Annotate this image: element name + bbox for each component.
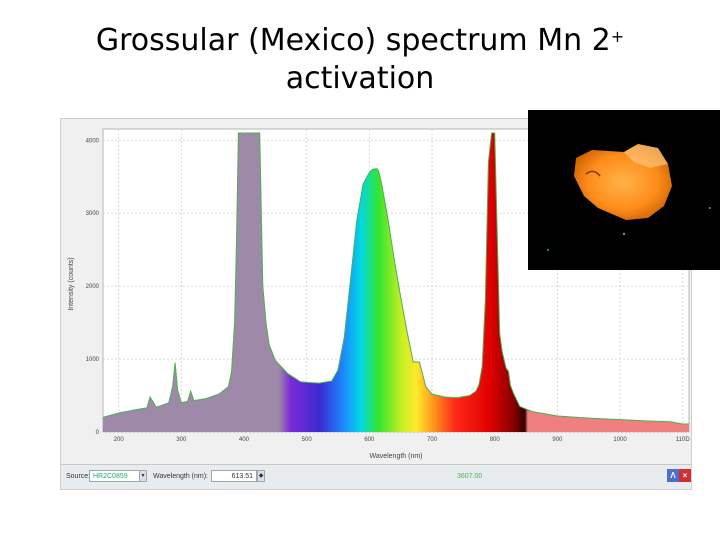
title-superscript: + <box>610 27 625 46</box>
wavelength-input[interactable]: 613.51 <box>211 470 257 482</box>
wavelength-stepper[interactable]: ◆ <box>257 470 265 482</box>
wavelength-label: Wavelength (nm): <box>153 473 208 480</box>
spectrum-line <box>102 132 689 425</box>
spectrum-series <box>102 132 689 432</box>
x-tick-label: 1000 <box>613 437 627 443</box>
x-tick-label: 300 <box>176 437 187 443</box>
x-tick-label: 800 <box>490 437 501 443</box>
y-axis: 0 1000 2000 3000 4000 <box>86 138 100 436</box>
y-tick-label: 2000 <box>86 284 100 290</box>
y-tick-label: 0 <box>96 430 100 436</box>
orange-fluorescent-crystal-image <box>547 144 711 251</box>
x-tick-label: 110D <box>676 437 691 443</box>
y-tick-label: 1000 <box>86 357 100 363</box>
source-label: Source: <box>66 473 91 480</box>
y-tick-label: 3000 <box>86 211 100 217</box>
slide-title: Grossular (Mexico) spectrum Mn 2+ activa… <box>0 22 720 98</box>
slide-title-line-1: Grossular (Mexico) spectrum Mn 2+ <box>95 23 625 58</box>
x-tick-label: 400 <box>239 437 250 443</box>
y-axis-label: Intensity (counts) <box>68 257 75 310</box>
chevron-down-icon[interactable]: ▾ <box>139 470 147 482</box>
spectrum-area <box>103 133 689 432</box>
x-tick-label: 200 <box>114 437 125 443</box>
intensity-readout: 3607.00 <box>457 473 483 480</box>
x-axis-label: Wavelength (nm) <box>369 453 422 460</box>
status-bar: Source: HR2C0859 ▾ Wavelength (nm): 613.… <box>61 464 691 489</box>
mineral-fluorescence-photo <box>528 110 720 270</box>
x-axis: 200 300 400 500 600 700 800 900 1000 110D <box>114 437 691 443</box>
x-tick-label: 900 <box>552 437 563 443</box>
x-tick-label: 600 <box>364 437 375 443</box>
peak-tool-icon[interactable]: Λ <box>667 469 679 482</box>
x-tick-label: 700 <box>427 437 438 443</box>
slide-title-line-2: activation <box>285 61 435 96</box>
x-tick-label: 500 <box>302 437 313 443</box>
y-tick-label: 4000 <box>86 138 100 144</box>
close-icon[interactable]: × <box>679 469 691 482</box>
